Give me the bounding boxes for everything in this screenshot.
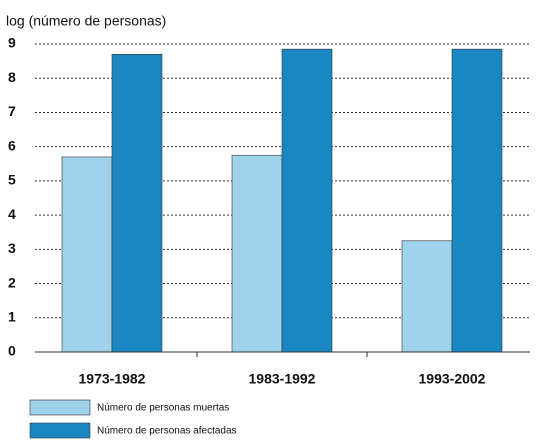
legend-swatch xyxy=(29,422,91,439)
y-tick-label: 0 xyxy=(8,343,16,359)
y-tick-label: 7 xyxy=(8,103,16,119)
y-axis-label: log (número de personas) xyxy=(6,13,166,29)
x-tick-label: 1993-2002 xyxy=(419,371,486,387)
legend-label: Número de personas muertas xyxy=(97,403,229,414)
x-tick-label: 1983-1992 xyxy=(249,371,316,387)
bar xyxy=(111,53,163,353)
bar xyxy=(451,48,503,353)
bar xyxy=(401,240,453,353)
legend-label: Número de personas afectadas xyxy=(97,426,237,437)
y-tick-label: 5 xyxy=(8,172,16,188)
x-tick-label: 1973-1982 xyxy=(79,371,146,387)
bar xyxy=(281,48,333,353)
y-tick-label: 6 xyxy=(8,137,16,153)
y-tick-label: 1 xyxy=(8,308,16,324)
y-tick-label: 2 xyxy=(8,274,16,290)
y-tick-label: 8 xyxy=(8,69,16,85)
bar xyxy=(61,156,113,353)
y-tick-label: 9 xyxy=(8,35,16,51)
y-tick-label: 4 xyxy=(8,206,16,222)
y-tick-label: 3 xyxy=(8,240,16,256)
legend-swatch xyxy=(29,399,91,416)
bar xyxy=(231,154,283,353)
